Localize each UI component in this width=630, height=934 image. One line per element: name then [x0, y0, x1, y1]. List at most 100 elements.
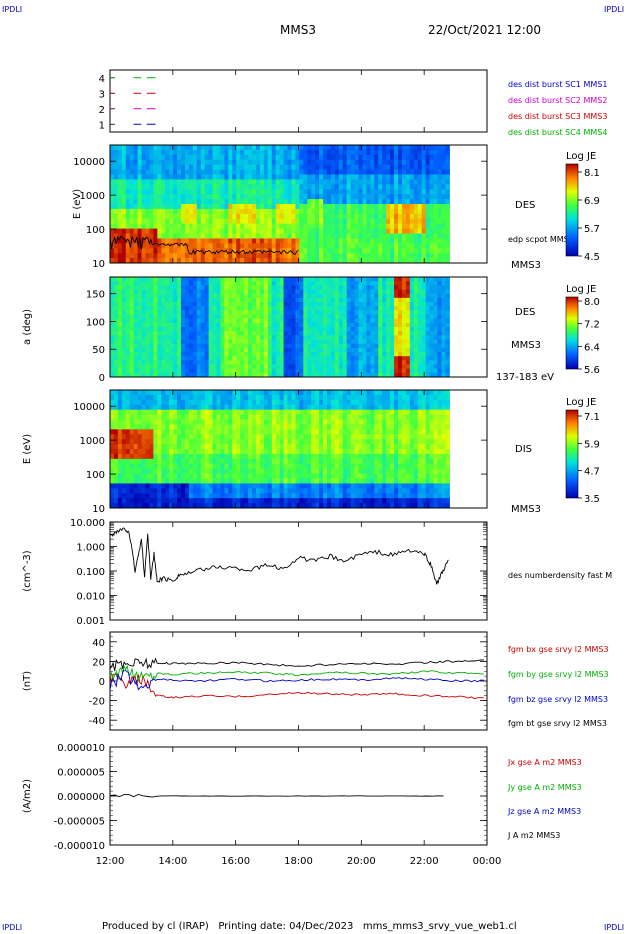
spectrogram-cell	[188, 414, 194, 421]
spectrogram-cell	[173, 243, 178, 249]
spectrogram-cell	[228, 306, 233, 311]
spectrogram-cell	[283, 253, 289, 259]
spectrogram-cell	[220, 174, 226, 181]
spectrogram-cell	[437, 179, 443, 185]
spectrogram-cell	[192, 297, 198, 303]
spectrogram-cell	[323, 169, 328, 176]
spectrogram-cell	[433, 281, 439, 286]
spectrogram-cell	[212, 159, 218, 166]
spectrogram-cell	[252, 243, 257, 249]
spectrogram-cell	[184, 498, 190, 504]
spectrogram-cell	[350, 218, 356, 225]
spectrogram-cell	[267, 228, 273, 235]
spectrogram-cell	[173, 194, 178, 200]
spectrogram-cell	[149, 409, 154, 416]
spectrogram-cell	[181, 233, 186, 240]
spectrogram-cell	[212, 184, 218, 190]
spectrogram-cell	[141, 318, 147, 324]
spectrogram-cell	[145, 449, 151, 455]
spectrogram-cell	[291, 327, 297, 332]
spectrogram-cell	[433, 213, 439, 220]
spectrogram-cell	[382, 233, 387, 240]
spectrogram-cell	[429, 184, 435, 190]
spectrogram-cell	[437, 248, 443, 254]
spectrogram-cell	[255, 238, 261, 244]
spectrogram-cell	[117, 473, 123, 480]
spectrogram-cell	[204, 364, 210, 370]
spectrogram-cell	[248, 149, 253, 156]
spectrogram-cell	[145, 289, 151, 295]
spectrogram-cell	[200, 339, 206, 345]
spectrogram-cell	[121, 318, 127, 324]
spectrogram-cell	[145, 189, 151, 195]
spectrogram-cell	[117, 439, 123, 445]
spectrogram-cell	[287, 238, 293, 244]
spectrogram-cell	[295, 327, 300, 332]
spectrogram-cell	[196, 409, 202, 416]
spectrogram-cell	[259, 364, 265, 370]
spectrogram-cell	[121, 468, 127, 475]
spectrogram-cell	[165, 145, 170, 151]
spectrogram-cell	[303, 335, 308, 341]
spectrogram-cell	[121, 277, 127, 282]
spectrogram-cell	[441, 310, 446, 316]
spectrogram-cell	[133, 169, 139, 176]
spectrogram-cell	[240, 302, 245, 307]
spectrogram-cell	[181, 493, 186, 499]
spectrogram-cell	[196, 364, 202, 370]
spectrogram-cell	[342, 352, 348, 357]
spectrogram-cell	[220, 285, 226, 291]
spectrogram-cell	[208, 218, 214, 225]
spectrogram-cell	[192, 414, 198, 421]
spectrogram-cell	[267, 277, 273, 282]
spectrogram-cell	[429, 314, 435, 320]
spectrogram-cell	[125, 184, 131, 190]
spectrogram-cell	[121, 478, 127, 485]
spectrogram-cell	[224, 503, 229, 508]
spectrogram-cell	[117, 468, 123, 475]
spectrogram-cell	[279, 204, 285, 210]
spectrogram-cell	[216, 360, 222, 366]
spectrogram-cell	[181, 322, 186, 328]
spectrogram-cell	[224, 322, 229, 328]
spectrogram-cell	[113, 429, 119, 435]
spectrogram-cell	[110, 189, 115, 195]
spectrogram-cell	[401, 289, 407, 295]
spectrogram-cell	[177, 189, 182, 195]
spectrogram-cell	[401, 218, 407, 225]
spectrogram-cell	[137, 228, 143, 235]
spectrogram-cell	[177, 364, 182, 370]
spectrogram-cell	[350, 179, 356, 185]
spectrogram-cell	[259, 339, 265, 345]
spectrogram-cell	[323, 199, 328, 205]
spectrogram-cell	[220, 368, 226, 374]
spectrogram-cell	[200, 503, 206, 508]
spectrogram-cell	[196, 306, 202, 311]
spectrogram-cell	[208, 335, 214, 341]
spectrogram-cell	[188, 368, 194, 374]
spectrogram-cell	[401, 238, 407, 244]
spectrogram-cell	[196, 204, 202, 210]
spectrogram-cell	[409, 174, 415, 181]
spectrogram-cell	[295, 199, 300, 205]
spectrogram-cell	[161, 478, 166, 485]
spectrogram-cell	[378, 331, 383, 336]
spectrogram-cell	[255, 322, 261, 328]
spectrogram-cell	[141, 335, 147, 341]
spectrogram-cell	[188, 302, 194, 307]
spectrogram-cell	[200, 419, 206, 426]
spectrogram-cell	[271, 339, 277, 345]
spectrogram-cell	[374, 154, 379, 161]
spectrogram-cell	[153, 223, 158, 230]
spectrogram-cell	[283, 204, 289, 210]
spectrogram-cell	[255, 352, 261, 357]
spectrogram-cell	[346, 238, 352, 244]
spectrogram-cell	[437, 159, 443, 166]
spectrogram-cell	[220, 281, 226, 286]
spectrogram-cell	[275, 233, 281, 240]
spectrogram-cell	[196, 145, 202, 151]
spectrogram-cell	[133, 356, 139, 361]
spectrogram-cell	[224, 399, 229, 406]
spectrogram-cell	[192, 194, 198, 200]
spectrogram-cell	[184, 310, 190, 316]
